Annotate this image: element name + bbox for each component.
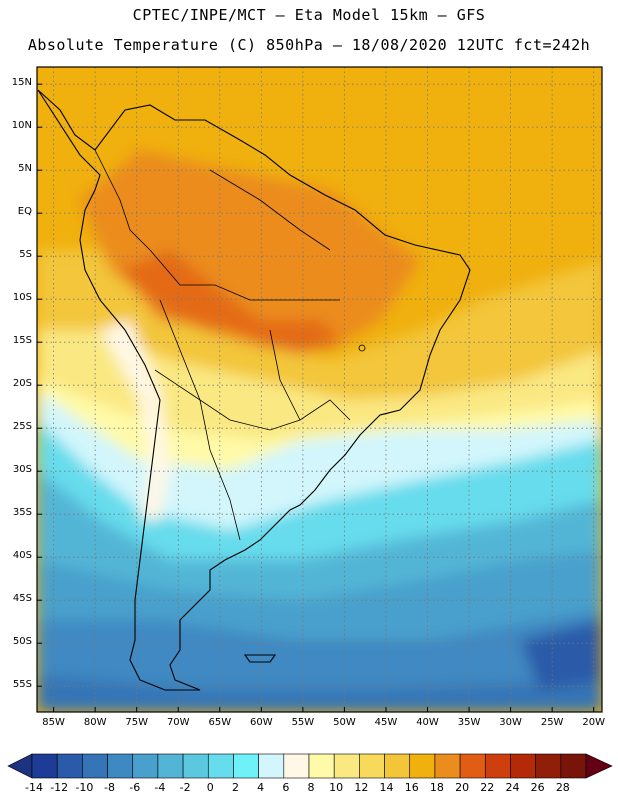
colorbar-swatch	[459, 753, 486, 779]
colorbar-label: 20	[455, 781, 470, 794]
colorbar-label: -6	[129, 781, 141, 794]
lon-label: 60W	[250, 717, 273, 728]
colorbar-label: 26	[530, 781, 545, 794]
lat-label: 30S	[12, 464, 32, 476]
lat-label: EQ	[17, 206, 32, 218]
colorbar-swatch	[333, 753, 360, 779]
colorbar-label: 16	[404, 781, 419, 794]
colorbar-swatch	[82, 753, 108, 779]
colorbar-swatch	[233, 753, 259, 779]
map-title-line2: Absolute Temperature (C) 850hPa – 18/08/…	[27, 36, 591, 54]
colorbar-label: 10	[329, 781, 344, 794]
colorbar-label: -14	[25, 781, 43, 794]
colorbar-label: -2	[179, 781, 191, 794]
colorbar-swatch	[56, 753, 83, 779]
lon-label: 65W	[208, 717, 232, 728]
map-frame	[36, 66, 603, 713]
colorbar-label: -12	[50, 781, 69, 794]
colorbar-label: 18	[429, 781, 444, 794]
lat-label: 5N	[18, 163, 32, 175]
colorbar-label: 12	[354, 781, 369, 794]
colorbar-label: -8	[104, 781, 116, 794]
colorbar-swatch	[359, 753, 385, 779]
coastlines	[37, 89, 471, 691]
lat-label: 55S	[12, 679, 32, 691]
lon-label: 75W	[125, 717, 149, 728]
colorbar-swatch	[510, 753, 536, 779]
field-band-minus12	[520, 620, 602, 690]
colorbar	[7, 753, 613, 779]
colorbar-label: 14	[379, 781, 394, 794]
colorbar-swatch	[31, 753, 58, 779]
colorbar-swatch	[157, 753, 184, 779]
lon-label: 45W	[374, 717, 398, 728]
colorbar-under-arrow	[7, 753, 33, 779]
colorbar-label: -10	[75, 781, 94, 794]
colorbar-label: 22	[480, 781, 495, 794]
lon-label: 35W	[457, 717, 481, 728]
colorbar-swatch	[560, 753, 587, 779]
axis-ticks	[37, 83, 595, 712]
lon-label: 70W	[166, 717, 190, 728]
lat-label: 15S	[12, 335, 32, 347]
country-borders	[94, 149, 351, 541]
lon-label: 30W	[499, 717, 522, 728]
colorbar-over-arrow	[585, 753, 613, 779]
lon-label: 25W	[540, 717, 564, 728]
colorbar-label: 28	[555, 781, 570, 794]
colorbar-label: 6	[282, 781, 290, 794]
lon-label: 50W	[333, 717, 356, 728]
lon-label: 20W	[582, 717, 605, 728]
colorbar-label: 24	[505, 781, 520, 794]
colorbar-label: 2	[231, 781, 239, 794]
colorbar-swatch	[384, 753, 411, 779]
colorbar-label: 8	[307, 781, 315, 794]
colorbar-swatch	[484, 753, 511, 779]
field-band-20	[120, 250, 340, 355]
field-andes-cold	[100, 320, 170, 520]
colorbar-swatch	[132, 753, 159, 779]
lat-label: 10S	[12, 292, 32, 304]
lon-label: 40W	[416, 717, 439, 728]
lon-label: 85W	[42, 717, 65, 728]
lake-marker	[358, 344, 366, 352]
lat-label: 50S	[12, 636, 32, 648]
lat-label: 25S	[12, 421, 32, 433]
lat-label: 20S	[12, 378, 32, 390]
colorbar-swatch	[434, 753, 461, 779]
lat-label: 15N	[11, 77, 32, 89]
colorbar-label: 0	[206, 781, 214, 794]
colorbar-swatch	[207, 753, 234, 779]
lat-label: 45S	[12, 593, 32, 605]
colorbar-swatch	[107, 753, 134, 779]
map-title-line1: CPTEC/INPE/MCT – Eta Model 15km – GFS	[132, 6, 486, 24]
colorbar-swatch	[258, 753, 285, 779]
colorbar-swatch	[409, 753, 436, 779]
lat-label: 40S	[12, 550, 32, 562]
colorbar-swatch	[283, 753, 310, 779]
colorbar-label: -4	[154, 781, 166, 794]
colorbar-swatch	[182, 753, 209, 779]
lon-label: 80W	[83, 717, 107, 728]
colorbar-label: 4	[257, 781, 265, 794]
lat-label: 35S	[12, 507, 32, 519]
colorbar-swatch	[308, 753, 335, 779]
colorbar-swatch	[535, 753, 562, 779]
lat-label: 5S	[19, 249, 32, 261]
lon-label: 55W	[291, 717, 315, 728]
lat-label: 10N	[11, 120, 32, 132]
